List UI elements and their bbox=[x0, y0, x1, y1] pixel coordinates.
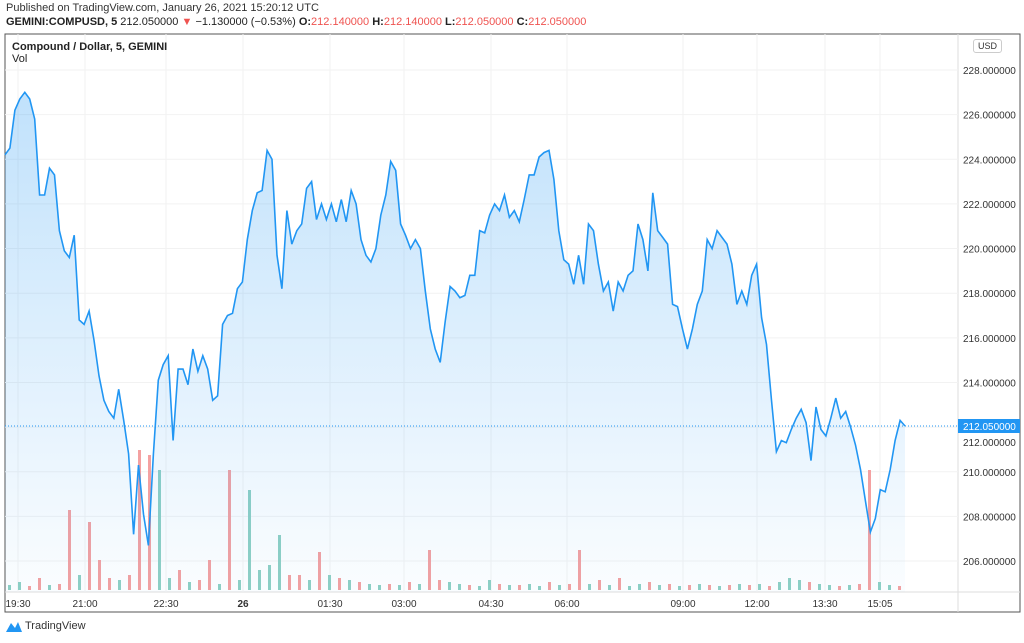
y-tick-label: 206.000000 bbox=[963, 557, 1016, 568]
change: −1.130000 (−0.53%) bbox=[195, 16, 296, 28]
last-price-badge bbox=[958, 419, 1020, 434]
y-tick-label: 216.000000 bbox=[963, 334, 1016, 345]
chart-legend: Compound / Dollar, 5, GEMINI Vol bbox=[12, 41, 167, 65]
y-tick-label: 212.000000 bbox=[963, 438, 1016, 449]
y-tick-label: 228.000000 bbox=[963, 66, 1016, 77]
x-tick-label: 12:00 bbox=[744, 599, 769, 610]
low-label: L: bbox=[445, 16, 456, 28]
price-line bbox=[4, 90, 906, 546]
x-tick-label: 19:30 bbox=[5, 599, 30, 610]
y-tick-label: 220.000000 bbox=[963, 245, 1016, 256]
x-tick-label: 21:00 bbox=[72, 599, 97, 610]
x-tick-label: 22:30 bbox=[153, 599, 178, 610]
y-tick-label: 222.000000 bbox=[963, 200, 1016, 211]
legend-title: Compound / Dollar, 5, GEMINI bbox=[12, 41, 168, 53]
last-price: 212.050000 bbox=[120, 16, 179, 28]
open-label: O: bbox=[298, 16, 312, 28]
close-label: C: bbox=[516, 16, 529, 28]
symbol: GEMINI:COMPUSD, 5 bbox=[6, 16, 118, 28]
high-value: 212.140000 bbox=[383, 16, 442, 28]
y-tick-label: 210.000000 bbox=[963, 468, 1016, 479]
last-price-label: 212.050000 bbox=[963, 422, 1016, 433]
x-tick-label: 06:00 bbox=[554, 599, 579, 610]
published-line: Published on TradingView.com, January 26… bbox=[6, 2, 319, 14]
x-tick-label: 04:30 bbox=[478, 599, 503, 610]
x-tick-label: 03:00 bbox=[391, 599, 416, 610]
tradingview-logo[interactable]: TradingView bbox=[6, 620, 86, 632]
y-tick-label: 226.000000 bbox=[963, 111, 1016, 122]
symbol-ohlc-line: GEMINI:COMPUSD, 5 212.050000 ▼ −1.130000… bbox=[6, 16, 586, 28]
y-tick-label: 214.000000 bbox=[963, 378, 1016, 389]
tradingview-logo-icon bbox=[6, 622, 22, 632]
y-tick-label: 224.000000 bbox=[963, 155, 1016, 166]
x-tick-label: 26 bbox=[237, 599, 249, 610]
down-arrow-icon: ▼ bbox=[181, 16, 193, 28]
brand-name: TradingView bbox=[25, 620, 86, 632]
open-value: 212.140000 bbox=[311, 16, 370, 28]
y-tick-label: 218.000000 bbox=[963, 289, 1016, 300]
price-area-fill bbox=[5, 92, 905, 593]
legend-vol: Vol bbox=[12, 53, 28, 65]
x-tick-label: 01:30 bbox=[317, 599, 342, 610]
y-tick-label: 208.000000 bbox=[963, 512, 1016, 523]
x-tick-label: 13:30 bbox=[812, 599, 837, 610]
x-tick-label: 15:05 bbox=[867, 599, 892, 610]
close-value: 212.050000 bbox=[528, 16, 587, 28]
low-value: 212.050000 bbox=[455, 16, 514, 28]
currency-button[interactable]: USD bbox=[973, 39, 1003, 53]
high-label: H: bbox=[372, 16, 384, 28]
x-tick-label: 09:00 bbox=[670, 599, 695, 610]
